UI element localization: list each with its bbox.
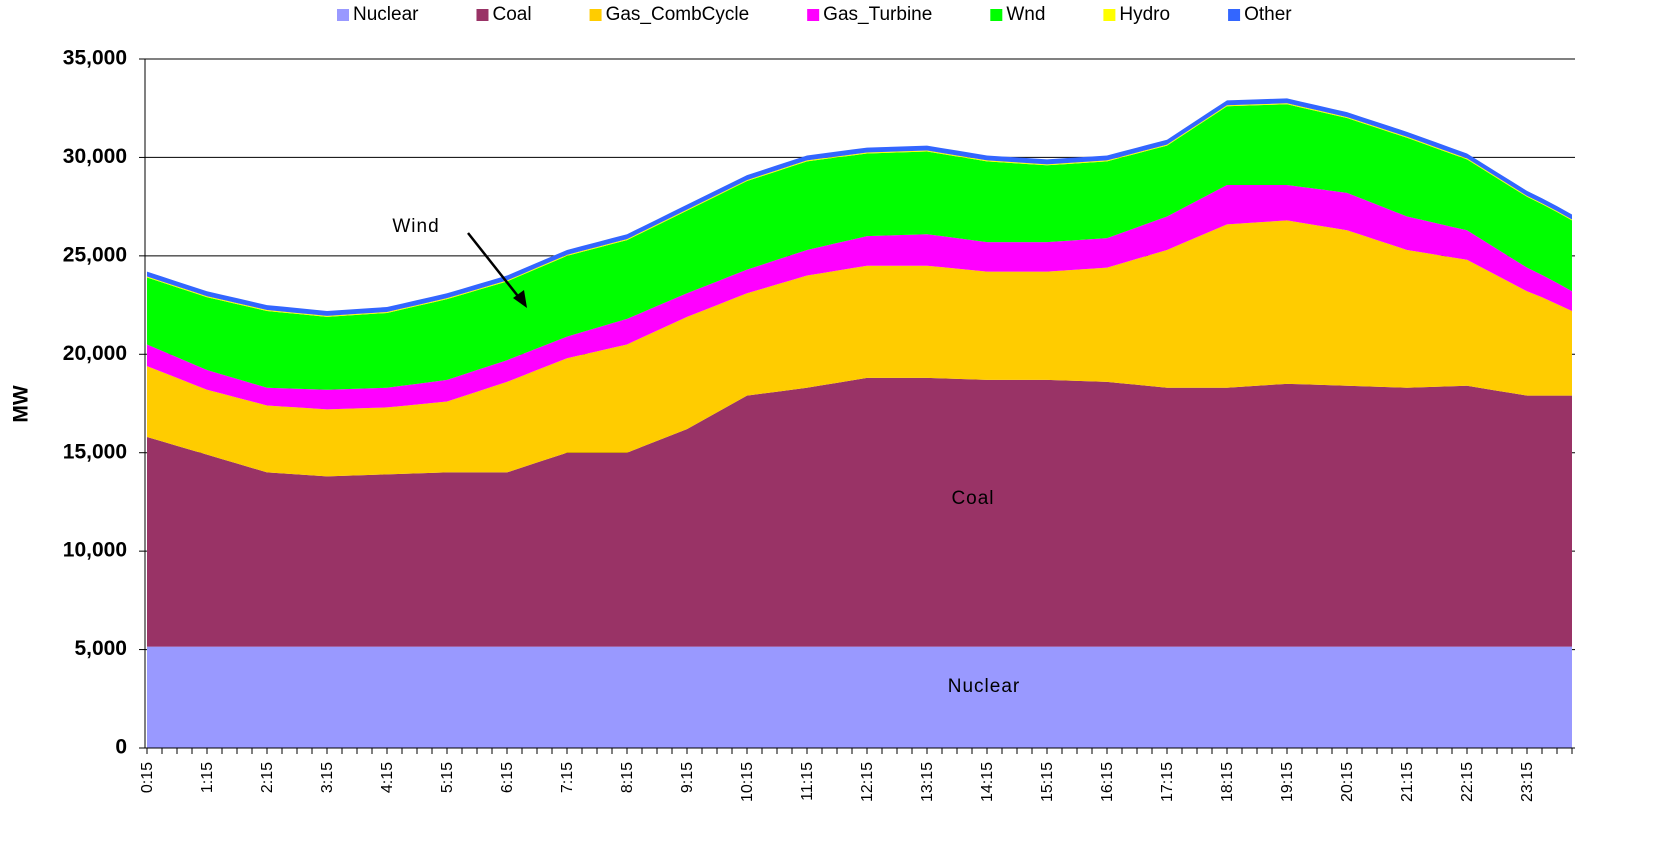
x-tick-label: 6:15 xyxy=(499,762,516,793)
annotation-arrow xyxy=(467,232,522,301)
x-tick-label: 16:15 xyxy=(1099,762,1116,802)
area xyxy=(147,377,1572,647)
legend-label: Gas_CombCycle xyxy=(606,4,750,25)
x-tick-label: 8:15 xyxy=(619,762,636,793)
area xyxy=(147,646,1572,748)
legend-label: Coal xyxy=(492,4,531,25)
legend-label: Gas_Turbine xyxy=(823,4,932,25)
legend-swatch xyxy=(990,9,1003,21)
annotation: Wind xyxy=(392,216,439,237)
y-tick-label: 10,000 xyxy=(63,539,127,562)
x-tick-label: 12:15 xyxy=(859,762,876,802)
legend-swatch xyxy=(1228,9,1241,21)
y-tick-label: 15,000 xyxy=(63,440,127,463)
annotation: Nuclear xyxy=(948,676,1020,697)
x-tick-label: 1:15 xyxy=(199,762,216,793)
legend-label: Hydro xyxy=(1119,4,1170,25)
x-tick-label: 13:15 xyxy=(919,762,936,802)
y-tick-label: 20,000 xyxy=(63,342,127,365)
x-tick-label: 2:15 xyxy=(259,762,276,793)
areas xyxy=(147,98,1572,748)
x-tick-label: 22:15 xyxy=(1459,762,1476,802)
arrow-head xyxy=(513,290,527,308)
x-tick-label: 17:15 xyxy=(1159,762,1176,802)
x-tick-label: 19:15 xyxy=(1279,762,1296,802)
area xyxy=(147,104,1572,390)
x-tick-label: 0:15 xyxy=(139,762,156,793)
x-tick-label: 10:15 xyxy=(739,762,756,802)
x-tick-label: 9:15 xyxy=(679,762,696,793)
y-tick-label: 0 xyxy=(115,736,127,759)
x-tick-label: 4:15 xyxy=(379,762,396,793)
x-tick-label: 3:15 xyxy=(319,762,336,793)
annotation: Coal xyxy=(951,488,994,509)
area xyxy=(147,220,1572,477)
y-tick-label: 35,000 xyxy=(63,47,127,70)
x-tick-label: 15:15 xyxy=(1039,762,1056,802)
x-tick-label: 14:15 xyxy=(979,762,996,802)
y-tick-label: 5,000 xyxy=(74,637,127,660)
x-tick-label: 7:15 xyxy=(559,762,576,793)
axes: 0 5,000 10,000 15,000 20,000 25,000 30,000 35,0… xyxy=(63,4,1575,802)
legend-swatch xyxy=(1103,9,1116,21)
x-tick-label: 11:15 xyxy=(799,762,816,801)
x-tick-label: 23:15 xyxy=(1519,762,1536,802)
x-tick-label: 5:15 xyxy=(439,762,456,793)
legend-label: Nuclear xyxy=(353,4,419,25)
legend-swatch xyxy=(589,9,602,21)
y-axis-title: MW xyxy=(10,385,33,422)
x-tick-label: 20:15 xyxy=(1339,762,1356,802)
x-tick-label: 21:15 xyxy=(1399,762,1416,802)
legend-swatch xyxy=(476,9,489,21)
y-tick-label: 30,000 xyxy=(63,145,127,168)
y-tick-label: 25,000 xyxy=(63,243,127,266)
legend-label: Wnd xyxy=(1006,4,1045,25)
legend-swatch xyxy=(807,9,820,21)
x-tick-label: 18:15 xyxy=(1219,762,1236,802)
legend-label: Other xyxy=(1244,4,1292,25)
legend-swatch xyxy=(337,9,349,21)
